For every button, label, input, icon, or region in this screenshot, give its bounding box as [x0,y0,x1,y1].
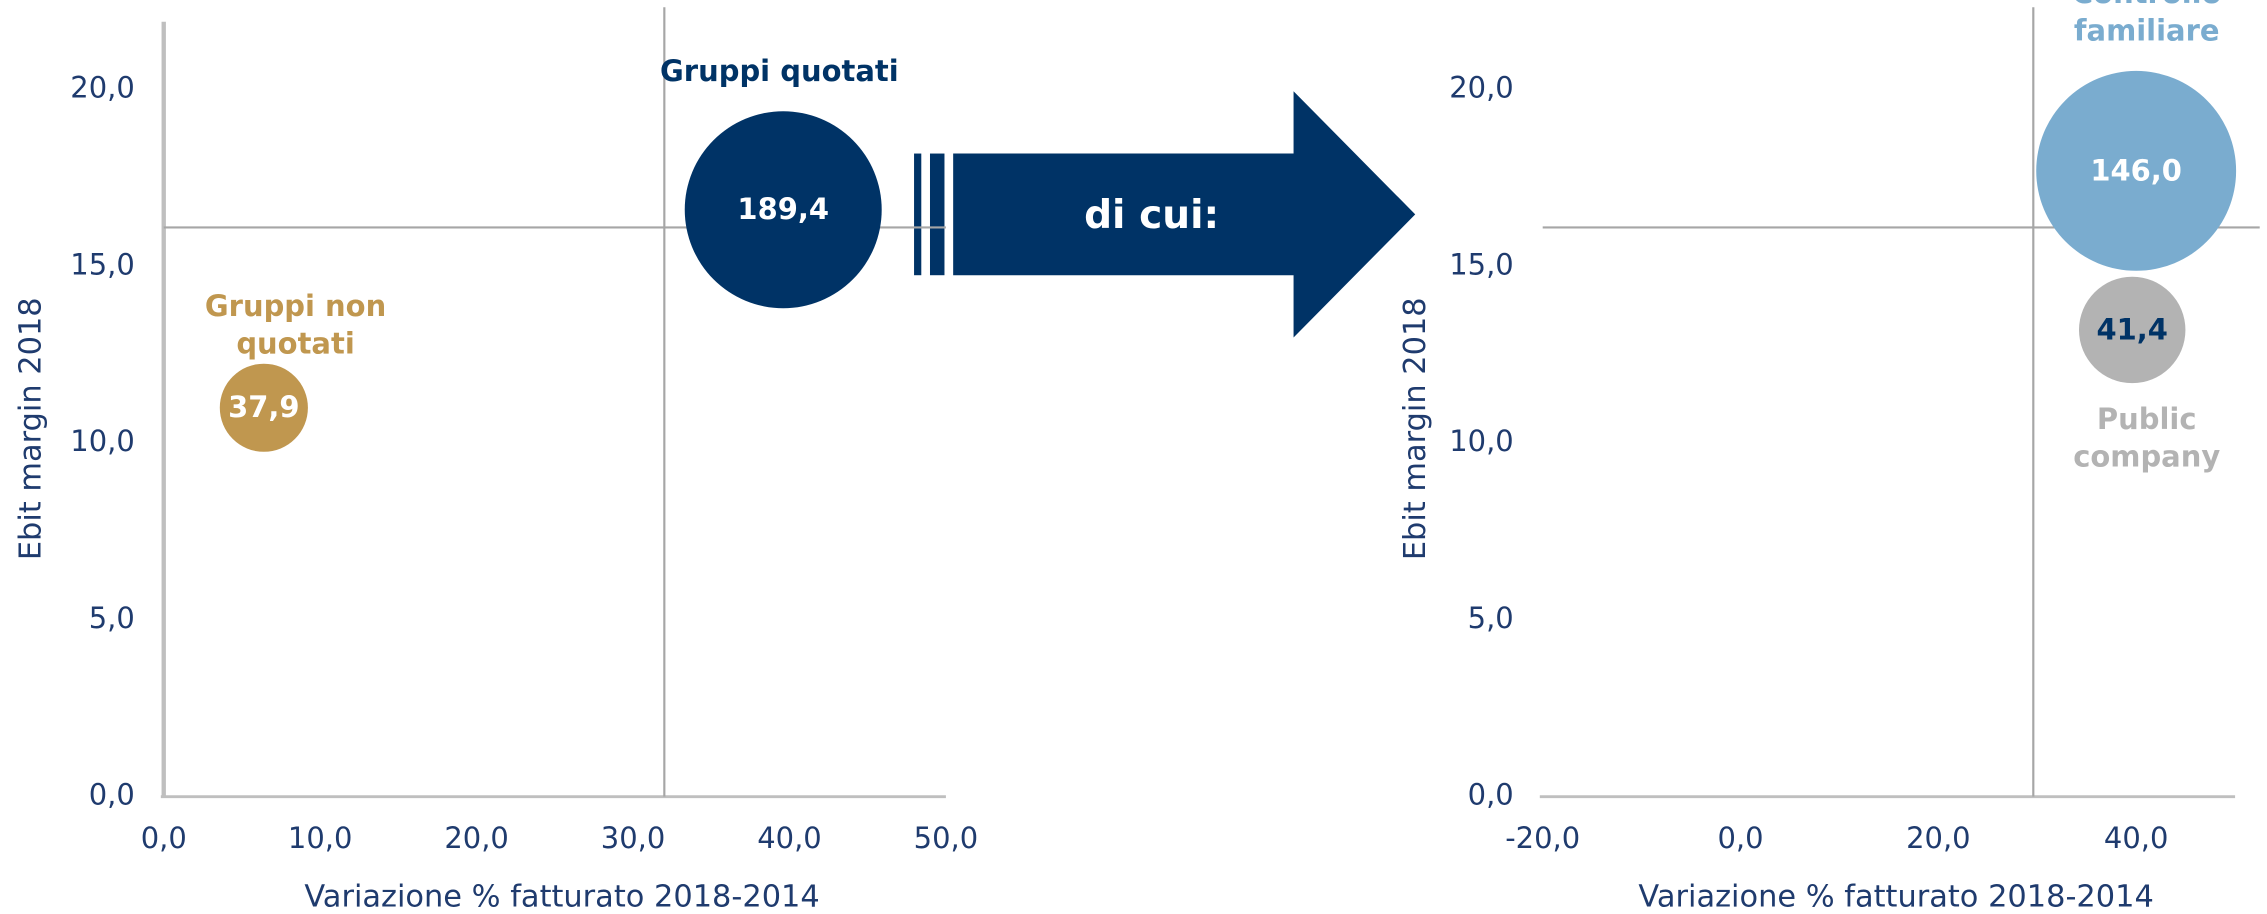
x-tick-label: 20,0 [1906,821,1970,855]
x-tick-label: 50,0 [914,821,978,855]
x-tick-label: 0,0 [1717,821,1763,855]
x-tick-label: 30,0 [601,821,665,855]
y-tick-label: 5,0 [89,601,135,635]
y-tick-label: 20,0 [1449,71,1513,105]
bubble-value-label: 189,4 [737,192,829,226]
x-tick-label: 0,0 [141,821,187,855]
bubble [2078,276,2186,384]
y-tick-label: 15,0 [70,247,134,281]
bubble-value-label: 37,9 [228,390,299,424]
y-axis-label: Ebit margin 2018 [1398,297,1433,560]
y-tick-label: 20,0 [70,71,134,105]
x-axis-label: Variazione % fatturato 2018-2014 [1638,880,2153,914]
y-axis-label: Ebit margin 2018 [13,297,48,560]
series-name-box: Controllo familiare [2072,0,2222,48]
bubble [2036,70,2237,271]
bubble [684,111,882,309]
series-name: Controllo familiare [2072,0,2222,48]
bubble-value-label: 41,4 [2096,312,2167,346]
y-tick-label: 10,0 [70,424,134,458]
x-axis-label: Variazione % fatturato 2018-2014 [304,880,819,914]
series-name: Public company [2073,401,2221,474]
bubble [219,363,308,452]
y-tick-label: 0,0 [89,778,135,812]
y-tick-label: 5,0 [1468,601,1514,635]
x-tick-label: -20,0 [1505,821,1580,855]
y-tick-label: 15,0 [1449,247,1513,281]
y-tick-label: 10,0 [1449,424,1513,458]
series-name-box: Public company [2073,401,2221,474]
y-tick-label: 0,0 [1468,778,1514,812]
arrow-label: di cui: [1084,193,1219,238]
bubble-value-label: 146,0 [2090,153,2182,187]
series-name: Gruppi quotati [660,53,899,89]
series-name-box: Gruppi quotati [660,53,899,89]
arrow [914,91,1416,338]
x-tick-label: 10,0 [288,821,352,855]
x-tick-label: 20,0 [444,821,508,855]
x-tick-label: 40,0 [2104,821,2168,855]
series-name: Gruppi non quotati [204,288,387,361]
series-name-box: Gruppi non quotati [204,288,387,361]
x-tick-label: 40,0 [757,821,821,855]
